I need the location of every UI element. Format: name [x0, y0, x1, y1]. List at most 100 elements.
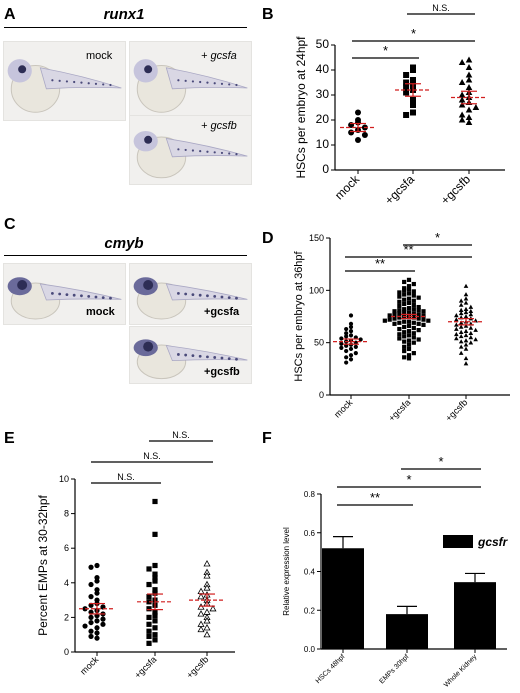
chart-B-point [410, 109, 416, 116]
fish-stain-dot [177, 79, 180, 82]
fish-stain-dot [109, 296, 112, 300]
chart-E-point [94, 590, 100, 596]
chart-D-point [454, 336, 459, 341]
chart-E-ytick-label: 4 [64, 578, 69, 588]
chart-D-point [406, 333, 412, 338]
chart-D-point [353, 351, 358, 356]
chart-D-point [411, 298, 416, 303]
chart-B-point [355, 137, 361, 143]
chart-D-point [397, 332, 402, 337]
fish-stain-dot [228, 83, 231, 86]
chart-D-xtick-label: +gcsfa [386, 397, 412, 423]
chart-B-point [465, 71, 473, 78]
chart-D-point [458, 339, 464, 344]
fish-eye [17, 280, 28, 290]
chart-F-ytick-label: 0.8 [304, 490, 316, 499]
chart-F-xtick-label: HSCs 48hpf [315, 653, 347, 685]
chart-D-point [406, 323, 412, 329]
fish-image-runx1-gcsfa [129, 41, 252, 121]
chart-D-point [421, 317, 426, 322]
chart-D-point [397, 315, 402, 320]
chart-D-point [392, 312, 397, 317]
fish-stain-dot [87, 295, 91, 298]
chart-E-sig-label: N.S. [172, 430, 190, 440]
chart-B-point [410, 97, 416, 103]
fish-stain-dot [191, 149, 195, 152]
chart-D-point [348, 324, 354, 330]
chart-E-ytick-label: 8 [64, 509, 69, 519]
fish-stain-dot [235, 296, 238, 300]
chart-D-point [458, 320, 464, 325]
chart-D-point [458, 329, 464, 334]
chart-D-point [406, 291, 412, 296]
chart-D-point [406, 300, 412, 305]
chart-B-point [465, 114, 473, 121]
fish-label-cmyb-gcsfb: +gcsfb [204, 366, 240, 378]
chart-D-point [406, 338, 412, 343]
chart-D-point [397, 320, 402, 325]
fish-stain-dot [213, 295, 217, 298]
chart-D-point [411, 335, 416, 340]
chart-E-xtick-label: +gcsfa [132, 654, 158, 680]
fish-label-runx1-mock: mock [86, 50, 113, 62]
chart-D-point [468, 325, 474, 330]
fish-stain-dot [184, 353, 188, 357]
chart-D-point [348, 321, 354, 326]
fish-stain-dot [72, 293, 76, 297]
chart-D-point [458, 324, 464, 329]
chart-D-point [468, 330, 474, 336]
chart-E-point [94, 562, 100, 569]
fish-eye [143, 280, 154, 290]
chart-B-point [403, 72, 410, 78]
fish-stain-dot [184, 79, 187, 82]
fish-tail [165, 344, 248, 362]
chart-D-point [411, 281, 416, 287]
chart-D-point [392, 309, 397, 314]
chart-E-point [197, 610, 205, 617]
chart-D-point [468, 311, 474, 317]
chart-F-ytick-label: 0.0 [304, 645, 316, 654]
chart-B-point [458, 59, 466, 66]
chart-D-point [454, 326, 459, 331]
chart-B-point [465, 64, 473, 71]
chart-D-point [397, 303, 402, 309]
chart-D-point [402, 307, 407, 312]
chart-D-point [348, 346, 354, 352]
chart-F-bar [454, 582, 496, 649]
chart-E-point [94, 625, 100, 631]
fish-stain-dot [65, 293, 69, 296]
chart-E-point [152, 625, 158, 631]
fish-stain-dot [213, 82, 216, 85]
chart-E-point [146, 606, 152, 612]
chart-D-point [468, 304, 474, 309]
chart-D-point [402, 288, 407, 293]
chart-E-point [152, 609, 158, 615]
chart-E-sig-label: N.S. [143, 451, 161, 461]
fish-stain-dot [198, 293, 202, 297]
chart-B-point [403, 112, 410, 118]
fish-label-runx1-gcsfa: + gcsfa [201, 50, 237, 62]
chart-D-point [416, 308, 421, 313]
chart-D-point [406, 329, 412, 334]
chart-D-point [339, 336, 344, 341]
chart-D-point [406, 277, 412, 282]
chart-D-point [463, 328, 469, 333]
chart-F-xtick-label: Whole Kidney [443, 653, 479, 689]
chart-D-point [463, 300, 469, 305]
fish-stain-dot [228, 152, 231, 155]
chart-E-point [152, 632, 158, 638]
chart-B-point [410, 102, 416, 108]
chart-B-xtick-label: +gcsfa [382, 172, 417, 207]
fish-stain-dot [227, 357, 231, 361]
chart-D-point [473, 327, 478, 332]
chart-D-point [348, 357, 354, 362]
fish-tail [165, 67, 248, 90]
chart-D-point [458, 298, 464, 303]
chart-D-point [454, 322, 459, 327]
chart-D-point [463, 338, 469, 343]
chart-E-point [88, 628, 94, 634]
chart-D-sig-label: ** [375, 256, 385, 271]
chart-D-point [463, 292, 469, 297]
chart-B-sig-label: * [383, 43, 388, 58]
chart-D-point [406, 296, 412, 301]
